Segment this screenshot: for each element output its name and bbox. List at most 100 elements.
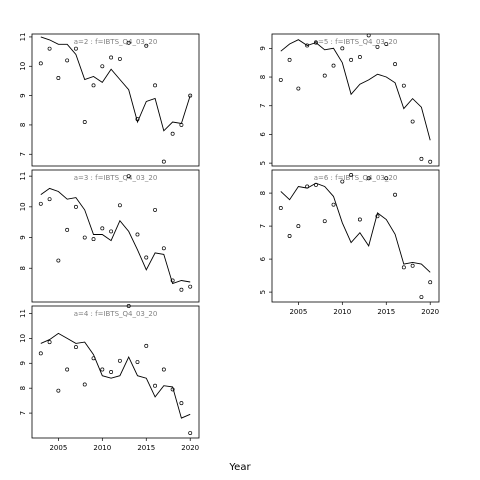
observed-point <box>144 343 149 348</box>
observed-point <box>357 55 362 59</box>
observed-point <box>179 122 184 127</box>
observed-point <box>340 46 345 51</box>
observed-point <box>73 345 78 350</box>
observed-point <box>313 40 318 45</box>
observed-point <box>349 172 354 177</box>
observed-point <box>65 58 70 63</box>
x-tick-label: 2010 <box>93 444 111 452</box>
y-tick-label: 6 <box>259 256 267 261</box>
observed-point <box>287 234 292 238</box>
observed-point <box>117 56 122 61</box>
observed-point <box>38 61 43 66</box>
observed-point <box>161 246 166 251</box>
fitted-line <box>40 36 191 132</box>
y-tick-label: 9 <box>19 235 27 239</box>
observed-point <box>100 226 105 231</box>
y-tick-label: 5 <box>259 290 267 294</box>
observed-point <box>322 73 327 78</box>
panel-frame <box>31 305 200 439</box>
observed-point <box>305 43 310 48</box>
y-tick-label: 8 <box>19 386 27 390</box>
observed-point <box>366 176 371 181</box>
y-tick-label: 10 <box>19 334 27 343</box>
observed-point <box>410 263 415 268</box>
panel-frame <box>271 33 440 167</box>
fitted-line <box>280 39 431 141</box>
observed-point <box>161 159 166 164</box>
observed-point <box>278 77 283 82</box>
observed-point <box>188 284 193 289</box>
x-tick-label: 2015 <box>137 444 155 452</box>
observed-point <box>47 46 52 51</box>
observed-point <box>375 214 380 219</box>
observed-point <box>56 76 61 80</box>
observed-point <box>349 57 354 62</box>
observed-point <box>410 119 415 124</box>
observed-point <box>375 44 380 49</box>
observed-point <box>296 86 301 91</box>
observed-point <box>109 370 114 374</box>
panel-frame <box>31 33 200 167</box>
observed-point <box>47 197 52 202</box>
x-tick-label: 2010 <box>333 308 351 316</box>
observed-point <box>82 120 87 124</box>
y-tick-label: 5 <box>259 161 267 165</box>
observed-point <box>91 237 96 242</box>
y-tick-label: 10 <box>19 62 27 71</box>
observed-point <box>100 64 105 69</box>
y-tick-label: 11 <box>19 309 27 318</box>
observed-point <box>322 219 327 224</box>
y-tick-label: 9 <box>259 46 267 50</box>
observed-point <box>126 304 131 308</box>
observed-point <box>73 204 78 209</box>
observed-point <box>170 278 175 283</box>
observed-point <box>428 280 433 285</box>
panel-frame <box>31 169 200 303</box>
fitted-line <box>280 182 431 273</box>
observed-point <box>401 83 406 88</box>
y-tick-label: 6 <box>259 132 267 137</box>
y-tick-label: 11 <box>19 32 27 41</box>
panel-title: a=6 : f=IBTS_Q4_03_20 <box>314 174 398 182</box>
y-tick-label: 7 <box>259 224 267 228</box>
observed-point <box>331 202 336 207</box>
observed-point <box>117 203 122 208</box>
observed-point <box>296 224 301 229</box>
panel-title: a=4 : f=IBTS_Q4_03_20 <box>74 310 158 318</box>
observed-point <box>278 205 283 210</box>
observed-point <box>419 156 424 161</box>
x-axis-title: Year <box>228 462 251 473</box>
observed-point <box>144 43 149 48</box>
observed-point <box>170 387 175 392</box>
observed-point <box>153 383 158 388</box>
observed-point <box>313 182 318 187</box>
observed-point <box>305 184 310 189</box>
observed-point <box>170 131 175 136</box>
observed-point <box>428 159 433 164</box>
observed-point <box>144 255 149 260</box>
observed-point <box>179 287 184 292</box>
panel-title: a=3 : f=IBTS_Q4_03_20 <box>74 174 158 182</box>
y-tick-label: 10 <box>19 202 27 211</box>
y-tick-label: 8 <box>259 75 267 79</box>
y-tick-label: 7 <box>259 104 267 108</box>
observed-point <box>393 192 398 197</box>
observed-point <box>340 179 345 184</box>
y-tick-label: 7 <box>19 411 27 415</box>
y-tick-label: 8 <box>259 191 267 195</box>
observed-point <box>135 360 140 364</box>
observed-point <box>393 62 398 67</box>
x-tick-label: 2005 <box>49 444 67 452</box>
observed-point <box>153 83 158 88</box>
observed-point <box>100 367 105 372</box>
observed-point <box>126 174 131 179</box>
x-tick-label: 2020 <box>421 308 439 316</box>
x-tick-label: 2005 <box>289 308 307 316</box>
y-tick-label: 9 <box>19 93 27 97</box>
observed-point <box>401 265 406 270</box>
y-tick-label: 9 <box>19 361 27 365</box>
observed-point <box>384 42 389 46</box>
panel-frame <box>271 169 440 303</box>
observed-point <box>331 63 336 68</box>
